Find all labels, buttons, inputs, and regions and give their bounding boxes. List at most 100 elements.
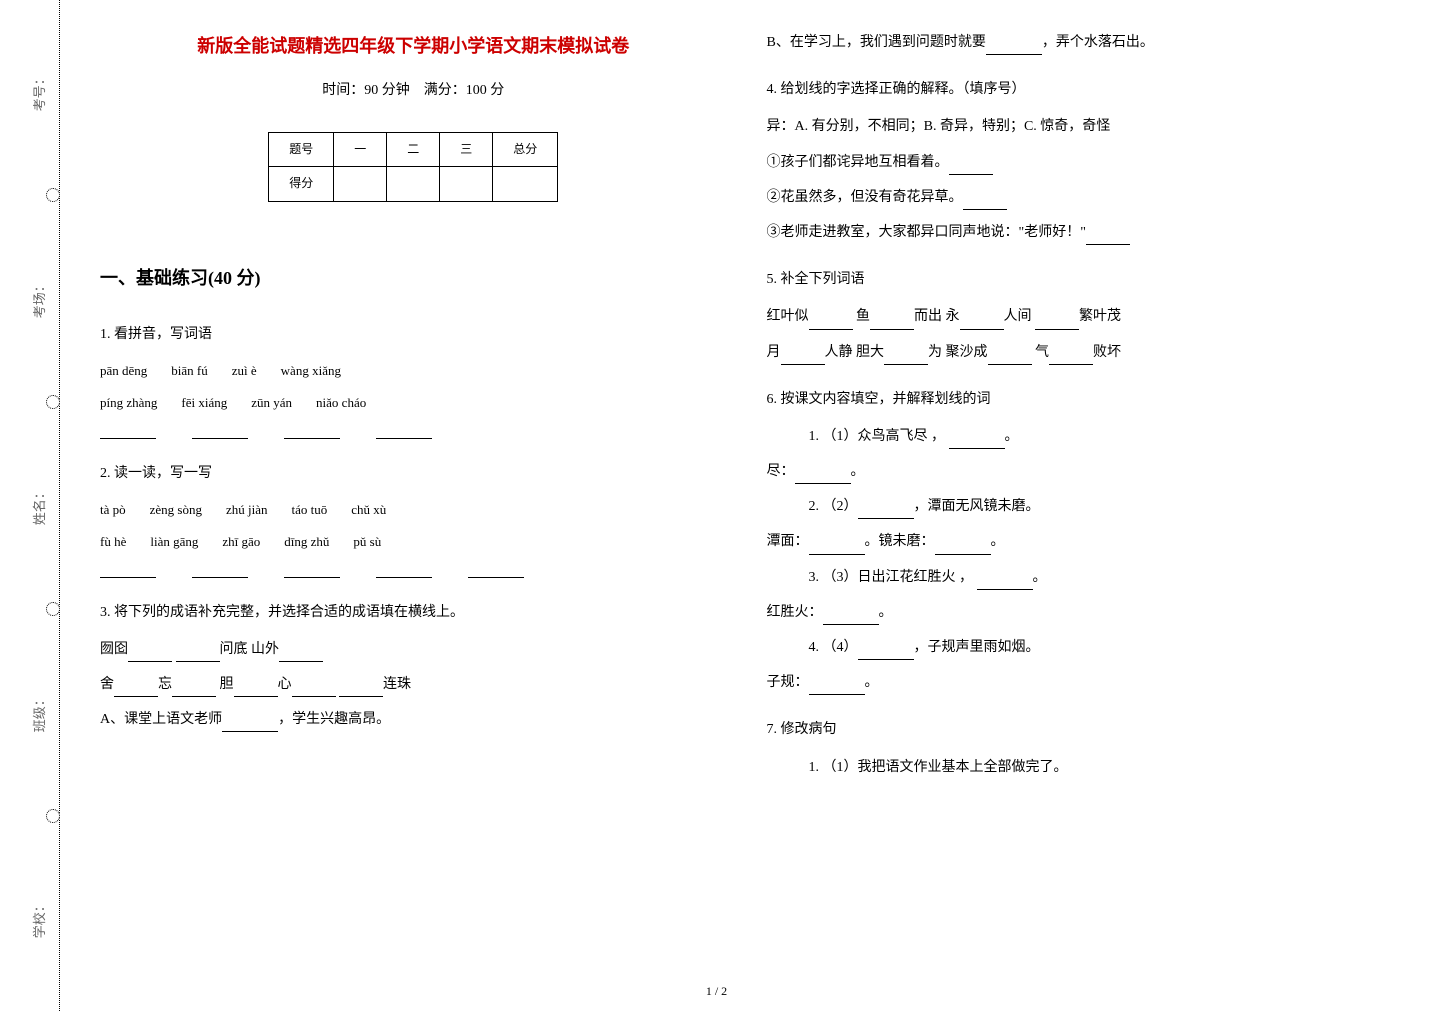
answer-blank[interactable] [884,348,928,365]
pinyin-item: wàng xiǎng [281,359,341,382]
table-cell [387,167,440,202]
table-row: 题号 一 二 三 总分 [269,132,558,167]
table-cell [493,167,558,202]
blank-row [100,561,727,578]
answer-blank[interactable] [823,608,879,625]
answer-blank[interactable] [234,680,278,697]
blank-row [100,422,727,439]
question-label: 4. 给划线的字选择正确的解释。（填序号） [767,77,1394,102]
answer-blank[interactable] [192,422,248,439]
table-row: 得分 [269,167,558,202]
table-header: 一 [334,132,387,167]
text: 问底 山外 [220,642,280,657]
answer-blank[interactable] [858,643,914,660]
term-line: 潭面：。镜未磨：。 [767,529,1394,554]
answer-blank[interactable] [870,313,914,330]
text: 子规： [767,675,809,690]
text: 鱼 [856,309,870,324]
term-line: 子规：。 [767,670,1394,695]
text: 舍 [100,677,114,692]
sentence: ②花虽然多，但没有奇花异草。 [767,185,1394,210]
answer-blank[interactable] [935,538,991,555]
answer-blank[interactable] [222,716,278,733]
text: 。镜未磨： [865,534,935,549]
answer-blank[interactable] [977,573,1033,590]
answer-blank[interactable] [986,38,1042,55]
pinyin-item: fēi xiáng [181,391,227,414]
text: 气 [1035,345,1049,360]
pinyin-item: zèng sòng [150,498,202,521]
answer-blank[interactable] [176,645,220,662]
pinyin-item: chǔ xù [351,498,386,521]
idiom-line: 红叶似 鱼而出 永人间 繁叶茂 [767,304,1394,329]
answer-blank[interactable] [284,561,340,578]
answer-blank[interactable] [339,680,383,697]
answer-blank[interactable] [809,679,865,696]
definitions: 异：A. 有分别，不相同；B. 奇异，特别；C. 惊奇，奇怪 [767,114,1394,139]
pinyin-item: zuì è [232,359,257,382]
text: 月 [767,345,781,360]
question-label: 1. 看拼音，写词语 [100,322,727,347]
answer-blank[interactable] [949,158,993,175]
answer-blank[interactable] [468,561,524,578]
question-5: 5. 补全下列词语 红叶似 鱼而出 永人间 繁叶茂 月人静 胆大为 聚沙成 气败… [767,267,1394,365]
page-title: 新版全能试题精选四年级下学期小学语文期末模拟试卷 [100,30,727,62]
pinyin-item: dīng zhǔ [284,530,329,553]
question-6: 6. 按课文内容填空，并解释划线的词 1. （1）众鸟高飞尽 ， 。 尽：。 2… [767,387,1394,696]
text: ，子规声里雨如烟。 [914,640,1040,655]
answer-blank[interactable] [376,561,432,578]
text: ①孩子们都诧异地互相看着。 [767,155,949,170]
text: 尽： [767,464,795,479]
answer-blank[interactable] [1086,228,1130,245]
text: 败坏 [1093,345,1121,360]
answer-blank[interactable] [809,313,853,330]
answer-blank[interactable] [172,680,216,697]
answer-blank[interactable] [292,680,336,697]
sub-question: 1. （1）众鸟高飞尽 ， 。 [767,424,1394,449]
answer-blank[interactable] [192,561,248,578]
answer-blank[interactable] [128,645,172,662]
binding-circle [46,809,60,823]
text: A、课堂上语文老师 [100,712,222,727]
question-label: 5. 补全下列词语 [767,267,1394,292]
pinyin-row: tà pò zèng sòng zhú jiàn táo tuō chǔ xù [100,498,727,521]
binding-label: 班级： [28,693,51,732]
pinyin-item: píng zhàng [100,391,157,414]
answer-blank[interactable] [809,538,865,555]
score-label: 满分：100 分 [424,83,505,98]
answer-blank[interactable] [781,348,825,365]
answer-blank[interactable] [1035,313,1079,330]
answer-blank[interactable] [988,348,1032,365]
table-cell [334,167,387,202]
answer-blank[interactable] [279,645,323,662]
answer-blank[interactable] [963,193,1007,210]
text: 人静 胆大 [825,345,885,360]
answer-blank[interactable] [960,313,1004,330]
text: 囫囵 [100,642,128,657]
question-1: 1. 看拼音，写词语 pān dēng biān fú zuì è wàng x… [100,322,727,439]
pinyin-item: zūn yán [251,391,292,414]
answer-blank[interactable] [949,432,1005,449]
answer-blank[interactable] [858,503,914,520]
text: ③老师走进教室，大家都异口同声地说："老师好！" [767,225,1086,240]
binding-label: 学校： [28,899,51,938]
time-label: 时间：90 分钟 [322,83,410,98]
answer-blank[interactable] [100,561,156,578]
pinyin-row: píng zhàng fēi xiáng zūn yán niǎo cháo [100,391,727,414]
answer-blank[interactable] [376,422,432,439]
answer-blank[interactable] [795,467,851,484]
answer-blank[interactable] [1049,348,1093,365]
answer-blank[interactable] [114,680,158,697]
page-subtitle: 时间：90 分钟 满分：100 分 [100,78,727,103]
text: 而出 永 [914,309,960,324]
answer-blank[interactable] [284,422,340,439]
answer-blank[interactable] [100,422,156,439]
table-header: 三 [440,132,493,167]
question-label: 7. 修改病句 [767,717,1394,742]
idiom-line: 囫囵 问底 山外 [100,637,727,662]
text: 繁叶茂 [1079,309,1121,324]
binding-label: 姓名： [28,486,51,525]
pinyin-item: pǔ sù [353,530,381,553]
binding-label: 考号： [28,73,51,112]
table-cell: 得分 [269,167,334,202]
